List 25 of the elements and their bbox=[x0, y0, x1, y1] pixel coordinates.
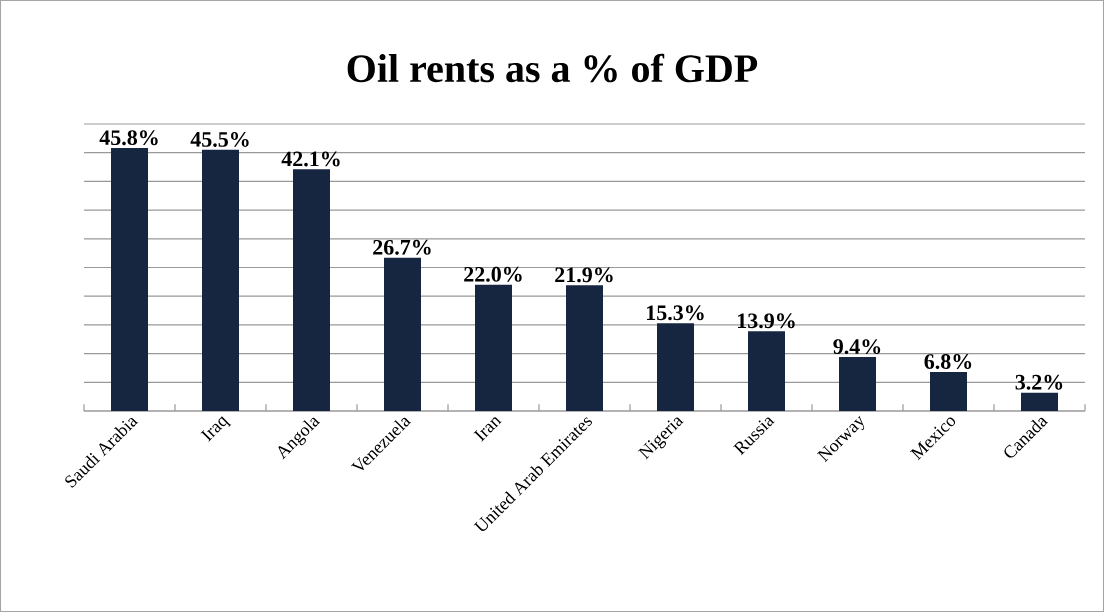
bar bbox=[1021, 392, 1059, 411]
bar bbox=[657, 323, 695, 411]
data-label: 45.5% bbox=[190, 131, 249, 147]
data-label: 13.9% bbox=[738, 313, 795, 329]
bar bbox=[293, 169, 330, 411]
bar bbox=[748, 331, 786, 411]
x-tick-label: Iran bbox=[473, 417, 502, 442]
data-label: 26.7% bbox=[373, 239, 431, 255]
data-label: 3.2% bbox=[1015, 374, 1063, 390]
data-label: 15.3% bbox=[647, 305, 704, 321]
data-label: 6.8% bbox=[924, 354, 972, 370]
bar bbox=[475, 284, 512, 411]
bar bbox=[566, 285, 604, 411]
data-label: 45.8% bbox=[99, 130, 158, 146]
bar bbox=[384, 257, 421, 411]
bar bbox=[930, 371, 968, 411]
data-label: 42.1% bbox=[281, 151, 340, 167]
x-tick-label: Iraq bbox=[200, 416, 232, 442]
bar bbox=[111, 148, 148, 411]
data-label: 22.0% bbox=[464, 266, 522, 282]
bar bbox=[839, 357, 877, 411]
chart-title: Oil rents as a % of GDP bbox=[347, 53, 758, 83]
data-label: 21.9% bbox=[555, 267, 613, 283]
bar bbox=[202, 149, 239, 411]
data-label: 9.4% bbox=[833, 339, 881, 355]
